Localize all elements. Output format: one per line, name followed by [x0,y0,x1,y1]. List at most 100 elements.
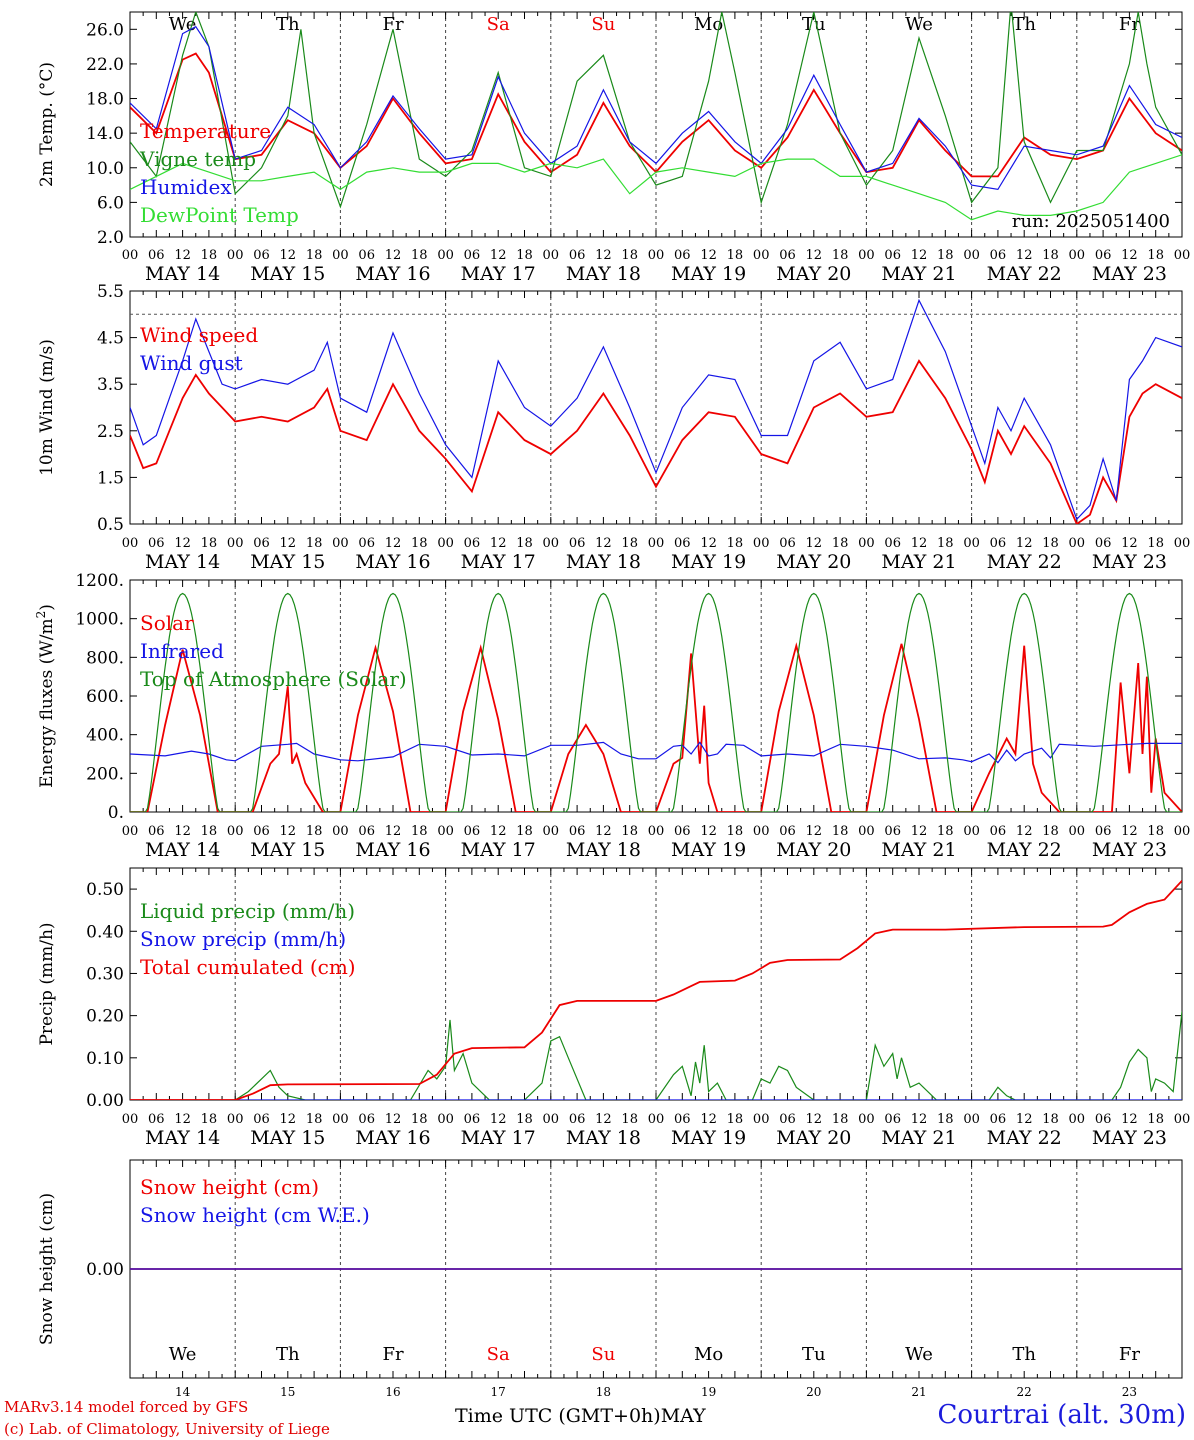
x-hour-label: 18 [1147,1112,1164,1127]
y-tick-label: 14.0 [86,124,124,144]
x-hour-label: 18 [201,536,218,551]
x-hour-label: 12 [490,1112,507,1127]
day-number: 16 [385,1385,400,1399]
x-date-label: MAY 14 [145,839,220,861]
x-hour-label: 00 [1174,248,1191,263]
x-hour-label: 06 [674,536,691,551]
day-number: 15 [280,1385,295,1399]
y-tick-label: 0.30 [86,964,124,984]
x-date-label: MAY 14 [145,551,220,573]
day-number: 17 [491,1385,506,1399]
series-line-temperature [130,52,1182,178]
x-hour-label: 12 [174,248,191,263]
series-line-vigne-temp [130,12,1182,209]
legend-entry: Wind gust [140,351,243,375]
x-hour-label: 06 [884,824,901,839]
x-hour-label: 00 [437,1112,454,1127]
day-label: Sa [487,14,510,35]
y-axis-title: 2m Temp. (°C) [37,62,57,187]
x-hour-label: 06 [884,248,901,263]
x-hour-label: 12 [911,1112,928,1127]
y-tick-label: 0.40 [86,922,124,942]
y-tick-label: 2.0 [97,228,124,248]
x-hour-label: 06 [464,536,481,551]
x-hour-label: 18 [516,1112,533,1127]
y-tick-label: 0.00 [86,1091,124,1111]
x-hour-label: 18 [201,1112,218,1127]
x-hour-label: 12 [385,824,402,839]
y-axis-title: Snow height (cm) [37,1193,57,1345]
x-hour-label: 12 [1121,536,1138,551]
series-line-wind-speed [130,359,1182,524]
run-annotation: run: 2025051400 [1012,211,1170,232]
series-line-solar [130,642,1182,812]
x-hour-label: 00 [437,824,454,839]
x-hour-label: 12 [806,536,823,551]
day-number: 21 [911,1385,926,1399]
x-hour-label: 18 [727,824,744,839]
x-hour-label: 18 [306,536,323,551]
x-hour-label: 00 [122,248,139,263]
x-hour-label: 06 [358,536,375,551]
x-hour-label: 06 [148,1112,165,1127]
y-tick-label: 4.5 [97,329,124,349]
x-hour-label: 06 [253,536,270,551]
y-tick-label: 800. [86,648,124,668]
x-hour-label: 00 [1174,536,1191,551]
day-label: We [169,1344,197,1365]
x-hour-label: 12 [595,536,612,551]
x-date-label: MAY 15 [250,1127,325,1149]
x-hour-label: 00 [858,248,875,263]
x-hour-label: 00 [543,824,560,839]
x-hour-label: 06 [1095,824,1112,839]
x-hour-label: 00 [332,1112,349,1127]
x-hour-label: 18 [621,536,638,551]
x-hour-label: 00 [437,536,454,551]
y-tick-label: 10.0 [86,159,124,179]
day-label: Th [1012,1344,1036,1365]
x-date-label: MAY 23 [1092,839,1167,861]
x-hour-label: 12 [911,536,928,551]
series-line-top-of-atmosphere-solar [130,592,1182,812]
x-hour-label: 06 [990,248,1007,263]
legend-entry: Vigne temp [139,147,256,171]
x-hour-label: 06 [1095,1112,1112,1127]
x-hour-label: 00 [1069,824,1086,839]
legend-entry: Liquid precip (mm/h) [140,899,355,923]
x-date-label: MAY 16 [355,263,430,285]
x-hour-label: 12 [700,248,717,263]
x-hour-label: 12 [806,824,823,839]
day-label: Th [276,1344,300,1365]
x-hour-label: 00 [753,1112,770,1127]
day-label: Tu [802,14,826,35]
x-hour-label: 12 [280,536,297,551]
x-hour-label: 06 [1095,248,1112,263]
x-hour-label: 00 [753,824,770,839]
x-hour-label: 06 [674,248,691,263]
x-hour-label: 12 [490,248,507,263]
y-axis-title: Precip (mm/h) [37,922,57,1045]
x-hour-label: 18 [411,1112,428,1127]
x-hour-label: 06 [148,824,165,839]
x-date-label: MAY 19 [671,839,746,861]
series-line-liquid-precip-mm-h [130,1011,1182,1100]
x-hour-label: 12 [911,248,928,263]
x-hour-label: 18 [1147,536,1164,551]
y-tick-label: 0.00 [86,1260,124,1280]
x-hour-label: 00 [753,536,770,551]
x-hour-label: 18 [832,536,849,551]
x-hour-label: 12 [595,248,612,263]
x-hour-label: 12 [806,248,823,263]
x-date-label: MAY 15 [250,551,325,573]
legend-entry: DewPoint Temp [140,203,299,227]
x-hour-label: 18 [516,536,533,551]
x-date-label: MAY 17 [461,263,536,285]
x-hour-label: 18 [1042,536,1059,551]
x-hour-label: 00 [648,248,665,263]
lab-credit: (c) Lab. of Climatology, University of L… [4,1420,330,1438]
x-hour-label: 00 [648,824,665,839]
legend-entry: Snow height (cm W.E.) [140,1203,370,1227]
x-hour-label: 18 [832,824,849,839]
day-label: Fr [382,1344,403,1365]
legend-entry: Top of Atmosphere (Solar) [140,667,407,691]
